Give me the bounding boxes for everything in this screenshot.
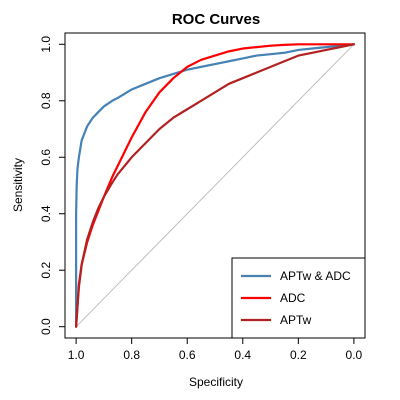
x-tick-label: 0.2: [290, 348, 307, 362]
legend: APTw & ADC ADC APTw: [231, 257, 366, 339]
y-tick-label: 1.0: [39, 36, 53, 53]
y-tick-label: 0.4: [39, 205, 53, 222]
roc-curves: [75, 43, 355, 328]
y-tick-label: 0.6: [39, 149, 53, 166]
roc-curve-1: [75, 43, 355, 328]
roc-curve-3: [75, 43, 355, 328]
x-tick-label: 1.0: [68, 348, 85, 362]
reference-diagonal: [75, 43, 355, 328]
x-tick-label: 0.0: [346, 348, 363, 362]
legend-label-1: APTw & ADC: [280, 269, 351, 283]
legend-label-3: APTw: [280, 313, 312, 327]
y-axis: 0.0 0.2 0.4 0.6 0.8 1.0: [39, 36, 65, 335]
y-axis-label: Sensitivity: [11, 158, 25, 212]
x-axis-label: Specificity: [189, 375, 243, 389]
plot-frame: [64, 32, 366, 339]
x-axis: 1.0 0.8 0.6 0.4 0.2 0.0: [68, 338, 363, 362]
y-tick-label: 0.8: [39, 92, 53, 109]
x-tick-label: 0.6: [179, 348, 196, 362]
x-tick-label: 0.8: [123, 348, 140, 362]
x-tick-label: 0.4: [234, 348, 251, 362]
y-tick-label: 0.2: [39, 262, 53, 279]
legend-label-2: ADC: [280, 291, 306, 305]
chart-title: ROC Curves: [172, 11, 260, 28]
y-tick-label: 0.0: [39, 318, 53, 335]
